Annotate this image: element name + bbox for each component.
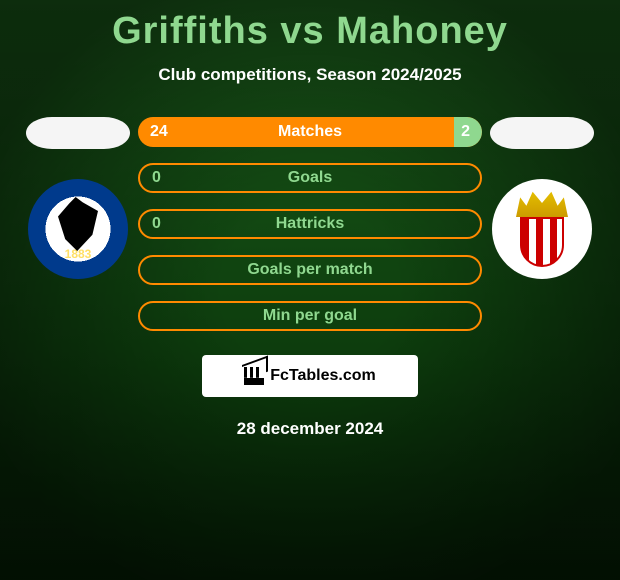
infographic-container: Griffiths vs Mahoney Club competitions, …: [0, 0, 620, 439]
stat-bar: 0Goals: [138, 163, 482, 193]
crown-icon: [516, 189, 568, 217]
main-row: 1883 24Matches2 0Goals 0Hattricks Goals per…: [0, 117, 620, 331]
chart-icon: [244, 367, 264, 385]
stat-bar: Min per goal: [138, 301, 482, 331]
stat-label: Hattricks: [140, 215, 480, 233]
left-club-year: 1883: [28, 247, 128, 261]
stat-label: Goals: [140, 169, 480, 187]
shield-stripes-icon: [520, 217, 564, 267]
right-player-avatar: [490, 117, 594, 149]
stat-label: Goals per match: [140, 261, 480, 279]
branding-badge: FcTables.com: [202, 355, 418, 397]
stat-bar: Goals per match: [138, 255, 482, 285]
page-title: Griffiths vs Mahoney: [112, 10, 508, 53]
right-player-column: [482, 117, 602, 279]
stats-column: 24Matches2 0Goals 0Hattricks Goals per matc…: [138, 117, 482, 331]
left-club-badge: 1883: [28, 179, 128, 279]
stat-label: Matches: [138, 123, 482, 141]
date-text: 28 december 2024: [237, 419, 384, 439]
left-player-avatar: [26, 117, 130, 149]
stat-bar: 24Matches2: [138, 117, 482, 147]
stat-right-value: 2: [461, 123, 470, 141]
branding-text: FcTables.com: [270, 367, 376, 385]
right-club-badge: [492, 179, 592, 279]
left-player-column: 1883: [18, 117, 138, 279]
stat-bar: 0Hattricks: [138, 209, 482, 239]
page-subtitle: Club competitions, Season 2024/2025: [158, 65, 461, 85]
stat-label: Min per goal: [140, 307, 480, 325]
